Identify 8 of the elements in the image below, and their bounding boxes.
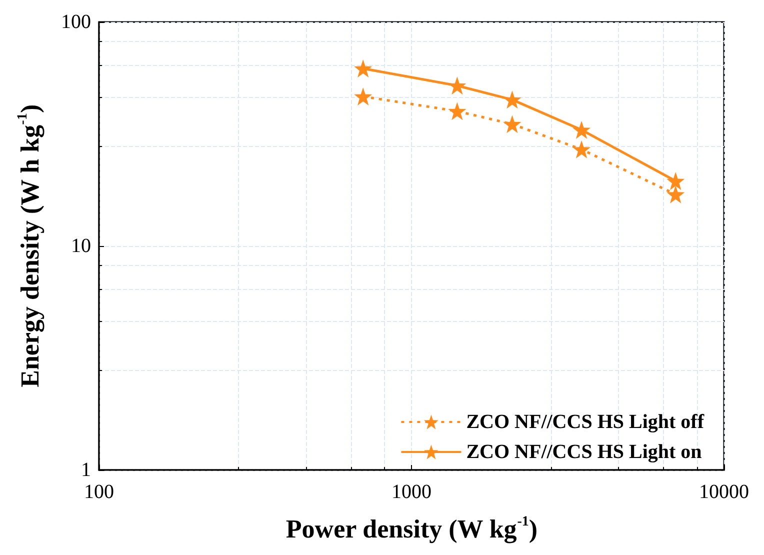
y-tick-label: 100 — [61, 11, 91, 33]
y-tick-label: 10 — [71, 235, 91, 257]
x-tick-label: 10000 — [699, 481, 749, 503]
legend-label: ZCO NF//CCS HS Light on — [466, 441, 702, 463]
x-tick-label: 1000 — [392, 481, 432, 503]
legend-label: ZCO NF//CCS HS Light off — [466, 411, 704, 433]
y-tick-label: 1 — [81, 459, 91, 481]
y-axis-title: Energy density (W h kg-1) — [16, 104, 44, 388]
